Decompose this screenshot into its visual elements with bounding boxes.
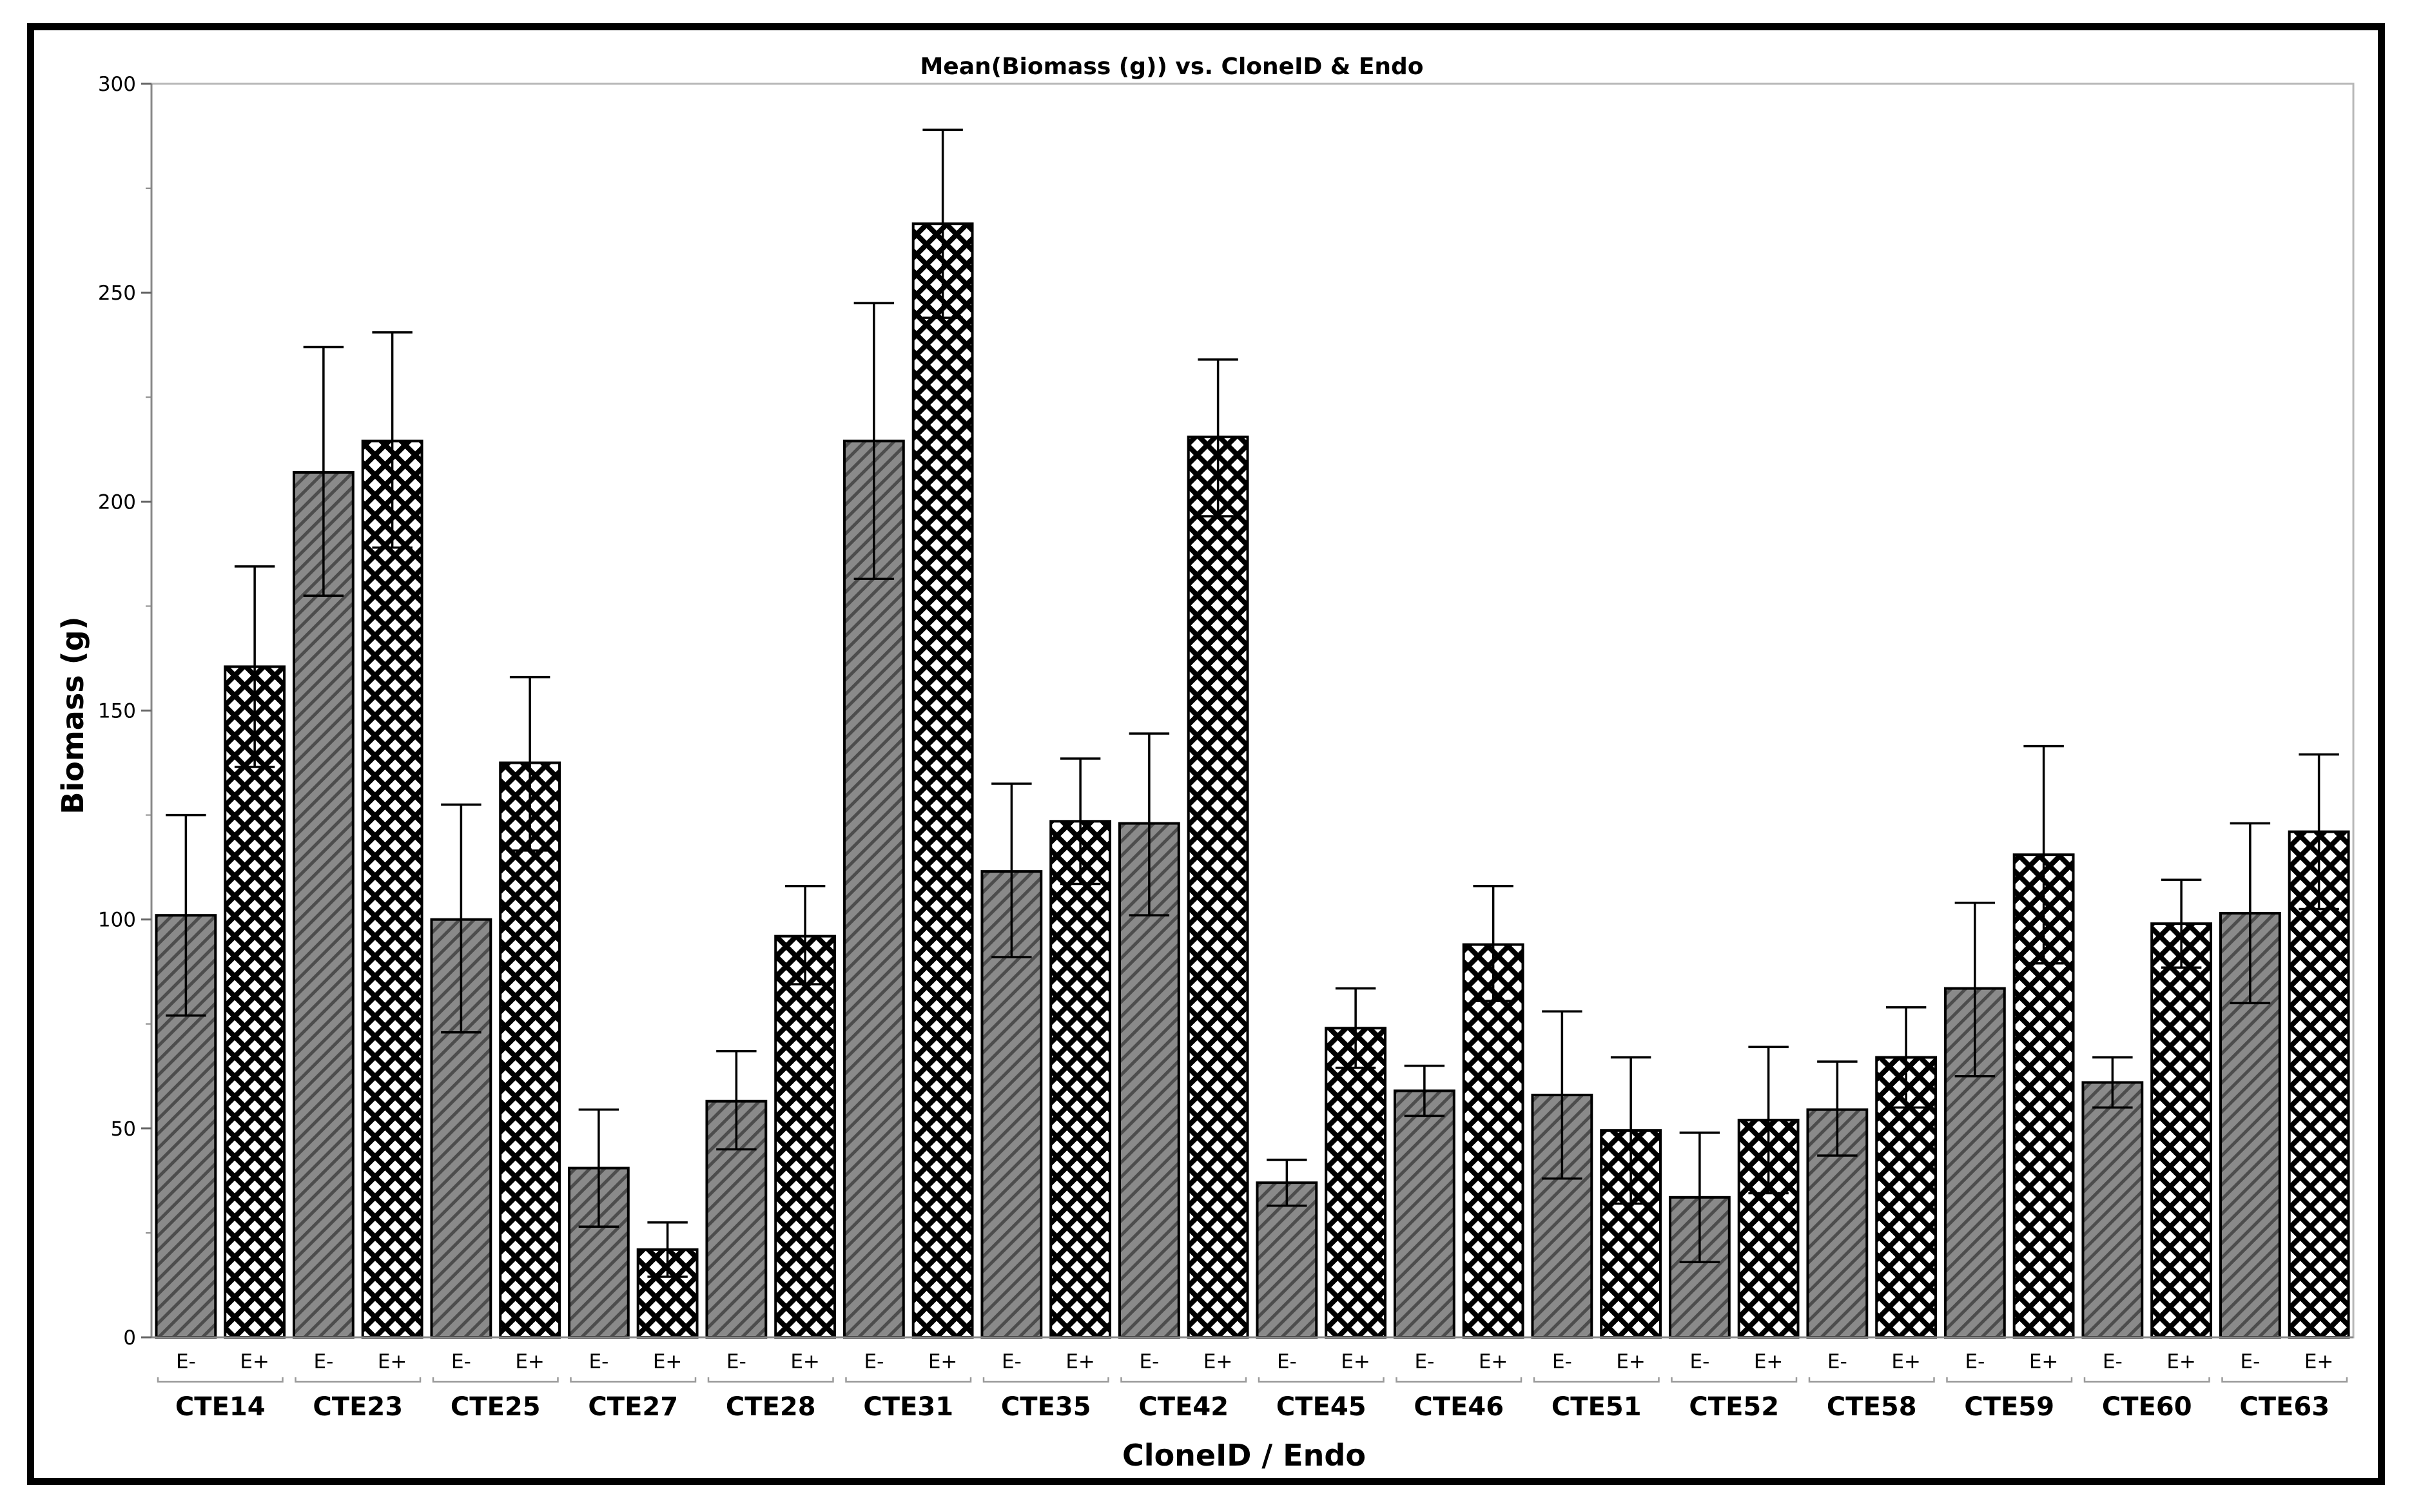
bar-cte25-e-plus [499,761,561,1339]
y-tick-label: 100 [98,909,136,932]
bar-cte42-e-plus [1187,435,1249,1339]
category-group-bracket [1396,1377,1522,1383]
category-group-bracket [570,1377,697,1383]
bar-cte60-e-minus [2081,1081,2144,1339]
category-group-bracket [1120,1377,1247,1383]
x-tick-label-endo: E+ [378,1350,407,1373]
x-tick-label-clone: CTE42 [1138,1392,1229,1422]
x-tick-label-endo: E- [2103,1350,2123,1373]
x-tick-label-endo: E- [1277,1350,1297,1373]
category-group-bracket [707,1377,834,1383]
x-tick-label-endo: E- [451,1350,471,1373]
bar-cte46-e-plus [1462,943,1524,1339]
x-tick-label-endo: E+ [1616,1350,1646,1373]
bar-cte60-e-plus [2150,922,2213,1339]
x-tick-label-endo: E+ [2029,1350,2059,1373]
category-group-bracket [2221,1377,2348,1383]
x-axis-label: CloneID / Endo [1122,1438,1366,1473]
bar-cte31-e-minus [842,440,905,1339]
x-tick-label-endo: E- [1139,1350,1159,1373]
y-tick-label: 0 [123,1326,136,1350]
x-tick-label-clone: CTE45 [1276,1392,1366,1422]
x-tick-label-clone: CTE14 [175,1392,266,1422]
x-tick-label-endo: E+ [790,1350,820,1373]
x-tick-label-endo: E- [864,1350,884,1373]
x-tick-label-endo: E- [1827,1350,1847,1373]
x-tick-label-endo: E+ [1754,1350,1784,1373]
x-tick-label-endo: E- [1414,1350,1434,1373]
x-tick-label-endo: E- [1002,1350,1022,1373]
x-tick-label-endo: E+ [1479,1350,1508,1373]
y-axis-label: Biomass (g) [55,616,90,814]
x-tick-label-clone: CTE31 [863,1392,953,1422]
x-tick-label-clone: CTE59 [1964,1392,2054,1422]
y-tick-label: 300 [98,73,136,96]
x-tick-label-endo: E+ [1203,1350,1233,1373]
x-tick-label-endo: E+ [1065,1350,1095,1373]
category-group-bracket [295,1377,422,1383]
x-tick-label-endo: E- [1965,1350,1985,1373]
x-tick-label-clone: CTE23 [313,1392,403,1422]
bar-cte23-e-minus [292,470,355,1339]
category-group-bracket [1808,1377,1935,1383]
category-group-bracket [1671,1377,1798,1383]
category-group-bracket [157,1377,284,1383]
x-tick-label-endo: E+ [2304,1350,2334,1373]
bar-cte28-e-plus [774,935,837,1339]
plot-area: 0 50 100 150 200 250 300 E- E+ CTE14 E- E+ CTE23 E- E+… [98,73,2355,1422]
chart-frame: Mean(Biomass (g)) vs. CloneID & Endo Bio… [27,23,2385,1485]
x-tick-label-clone: CTE25 [451,1392,541,1422]
category-group-bracket [1258,1377,1385,1383]
bar-cte31-e-plus [911,222,974,1339]
category-group-bracket [432,1377,559,1383]
x-tick-label-clone: CTE63 [2239,1392,2329,1422]
y-tick-label: 150 [98,700,136,723]
bar-cte45-e-plus [1325,1027,1387,1339]
category-group-bracket [1946,1377,2073,1383]
x-tick-label-clone: CTE35 [1001,1392,1091,1422]
x-tick-label-clone: CTE28 [726,1392,816,1422]
category-group-bracket [982,1377,1109,1383]
x-tick-label-endo: E+ [515,1350,545,1373]
x-tick-label-endo: E- [1552,1350,1572,1373]
bar-cte46-e-minus [1393,1089,1455,1339]
x-tick-label-endo: E+ [240,1350,269,1373]
x-tick-label-endo: E+ [2166,1350,2196,1373]
y-tick-label: 200 [98,490,136,514]
x-tick-label-clone: CTE27 [588,1392,678,1422]
x-tick-label-endo: E- [726,1350,746,1373]
bar-cte14-e-plus [224,665,286,1339]
bar-cte23-e-plus [361,440,423,1339]
category-group-bracket [1533,1377,1660,1383]
x-tick-label-endo: E+ [1341,1350,1370,1373]
chart-svg: Mean(Biomass (g)) vs. CloneID & Endo Bio… [55,53,2355,1473]
y-tick-label: 250 [98,282,136,305]
x-tick-label-endo: E+ [653,1350,683,1373]
x-tick-label-clone: CTE46 [1414,1392,1504,1422]
x-tick-label-endo: E- [1689,1350,1709,1373]
x-tick-label-endo: E- [176,1350,196,1373]
x-tick-label-endo: E+ [928,1350,958,1373]
category-group-bracket [845,1377,972,1383]
x-tick-label-endo: E+ [1891,1350,1921,1373]
bar-cte63-e-minus [2219,911,2281,1339]
x-tick-label-endo: E- [2240,1350,2260,1373]
x-tick-label-clone: CTE52 [1689,1392,1779,1422]
bar-cte35-e-plus [1049,820,1112,1339]
x-tick-label-clone: CTE60 [2102,1392,2192,1422]
x-tick-label-endo: E- [313,1350,333,1373]
category-group-bracket [2083,1377,2210,1383]
x-tick-label-clone: CTE51 [1551,1392,1642,1422]
chart-title: Mean(Biomass (g)) vs. CloneID & Endo [920,53,1423,80]
x-tick-label-endo: E- [588,1350,608,1373]
x-tick-label-clone: CTE58 [1827,1392,1917,1422]
y-tick-label: 50 [111,1118,136,1141]
